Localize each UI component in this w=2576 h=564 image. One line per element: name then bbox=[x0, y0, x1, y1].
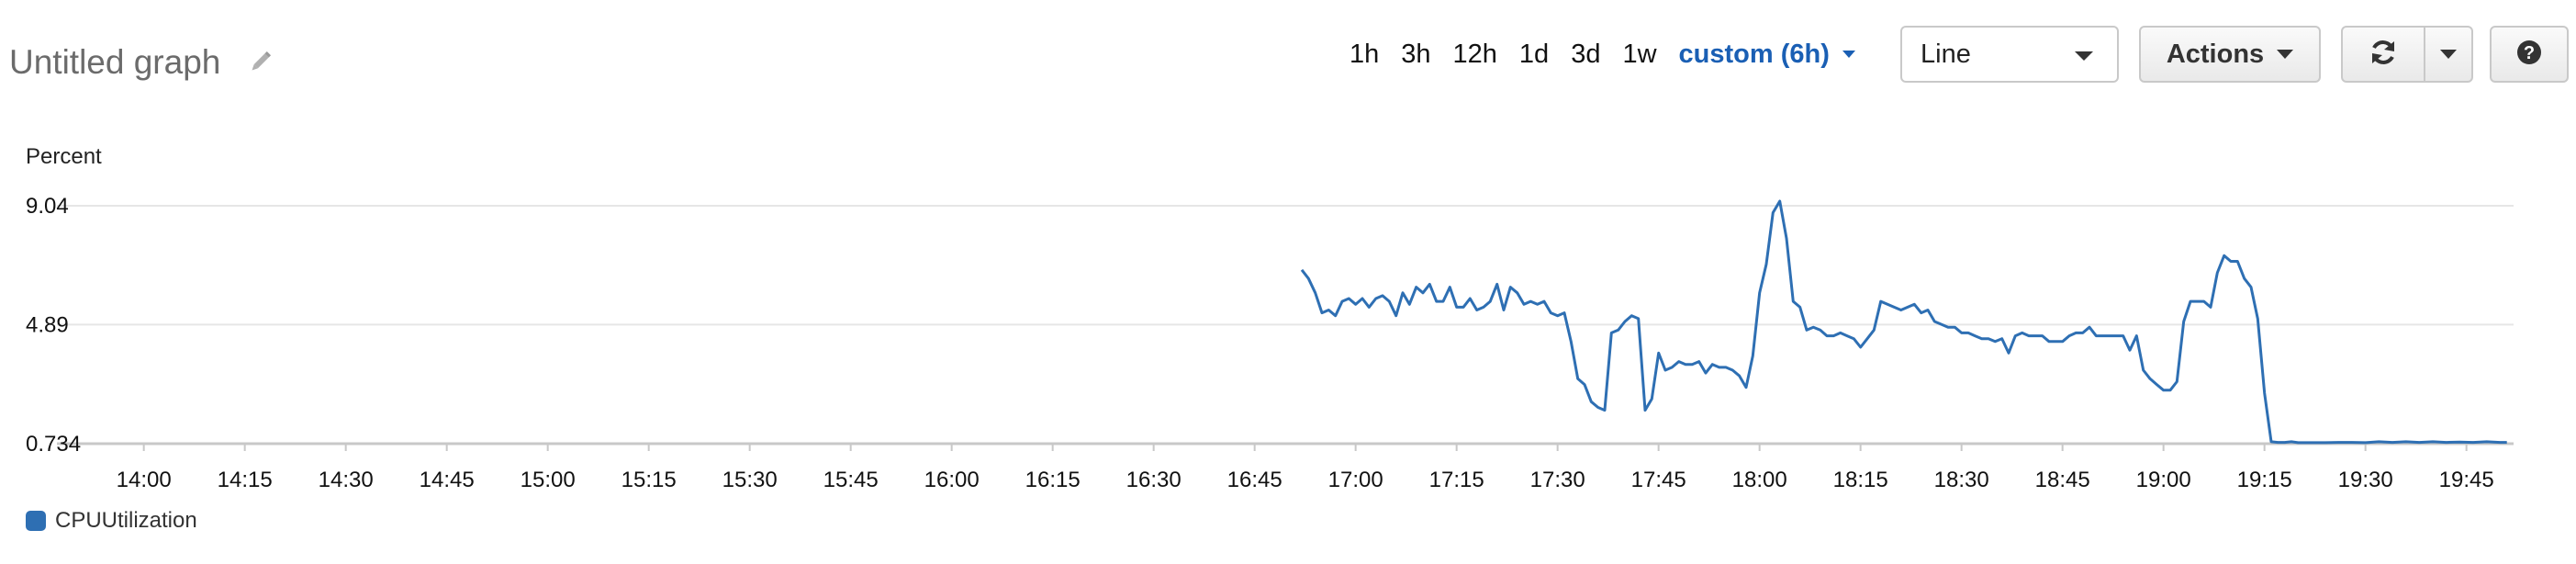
x-tick-label: 16:15 bbox=[1025, 468, 1081, 492]
x-tick-label: 15:15 bbox=[622, 468, 677, 492]
actions-label: Actions bbox=[2166, 39, 2265, 69]
x-tick-label: 14:30 bbox=[319, 468, 374, 492]
pencil-icon[interactable] bbox=[246, 49, 274, 76]
y-tick-label: 0.734 bbox=[26, 432, 81, 457]
legend-label: CPUUtilization bbox=[55, 508, 197, 533]
actions-button[interactable]: Actions bbox=[2139, 26, 2321, 83]
x-tick-label: 19:15 bbox=[2237, 468, 2292, 492]
graph-type-select[interactable]: Line bbox=[1900, 26, 2119, 83]
x-tick-label: 18:00 bbox=[1732, 468, 1787, 492]
x-tick-label: 19:00 bbox=[2136, 468, 2191, 492]
y-tick-label: 9.04 bbox=[26, 194, 69, 219]
graph-title-area: Untitled graph bbox=[9, 37, 274, 88]
x-tick-label: 19:45 bbox=[2439, 468, 2494, 492]
grid-layer bbox=[57, 205, 2514, 446]
legend-item[interactable]: CPUUtilization bbox=[26, 508, 197, 534]
y-tick-label: 4.89 bbox=[26, 312, 69, 337]
x-tick-label: 15:30 bbox=[722, 468, 778, 492]
x-tick-label: 17:30 bbox=[1530, 468, 1585, 492]
range-custom[interactable]: custom (6h) bbox=[1679, 39, 1855, 70]
x-tick-label: 16:45 bbox=[1227, 468, 1282, 492]
x-tick-label: 18:45 bbox=[2035, 468, 2090, 492]
range-1w[interactable]: 1w bbox=[1622, 39, 1657, 69]
x-tick-label: 16:30 bbox=[1126, 468, 1182, 492]
y-axis-label: Percent bbox=[26, 144, 102, 169]
range-3d[interactable]: 3d bbox=[1571, 39, 1601, 69]
refresh-options-button[interactable] bbox=[2424, 26, 2473, 83]
time-range-bar: 1h 3h 12h 1d 3d 1w custom (6h) bbox=[1350, 33, 1877, 75]
graph-title: Untitled graph bbox=[9, 43, 221, 81]
x-tick-label: 17:00 bbox=[1328, 468, 1383, 492]
question-icon: ? bbox=[2515, 39, 2543, 71]
x-tick-label: 15:45 bbox=[823, 468, 879, 492]
help-glyph: ? bbox=[2524, 43, 2535, 63]
chevron-down-icon bbox=[2277, 50, 2294, 59]
chevron-down-icon bbox=[2075, 51, 2093, 61]
chevron-down-icon bbox=[1842, 51, 1855, 58]
range-1h[interactable]: 1h bbox=[1350, 39, 1380, 69]
chevron-down-icon bbox=[2440, 50, 2457, 59]
x-tick-label: 19:30 bbox=[2338, 468, 2393, 492]
range-12h[interactable]: 12h bbox=[1452, 39, 1497, 69]
x-tick-label: 17:15 bbox=[1429, 468, 1484, 492]
range-1d[interactable]: 1d bbox=[1518, 39, 1550, 69]
refresh-button[interactable] bbox=[2341, 26, 2425, 83]
legend-swatch bbox=[26, 511, 46, 531]
graph-type-value: Line bbox=[1921, 39, 1971, 69]
range-3h[interactable]: 3h bbox=[1401, 39, 1431, 69]
range-custom-label: custom (6h) bbox=[1678, 39, 1830, 69]
x-tick-label: 18:15 bbox=[1833, 468, 1888, 492]
x-tick-label: 14:15 bbox=[218, 468, 273, 492]
refresh-icon bbox=[2368, 37, 2399, 73]
x-tick-label: 18:30 bbox=[1934, 468, 1989, 492]
x-tick-label: 14:00 bbox=[117, 468, 172, 492]
help-button[interactable]: ? bbox=[2490, 26, 2569, 83]
x-tick-label: 17:45 bbox=[1631, 468, 1686, 492]
x-tick-label: 16:00 bbox=[924, 468, 980, 492]
x-tick-label: 14:45 bbox=[420, 468, 475, 492]
x-tick-label: 15:00 bbox=[521, 468, 576, 492]
series-layer bbox=[1300, 199, 2507, 445]
series-line-cpuutilization bbox=[1300, 199, 2507, 445]
axis-layer: 0.734 4.89 9.04 14:00 14:15 14:30 14:45 15:00 15… bbox=[26, 194, 2494, 492]
